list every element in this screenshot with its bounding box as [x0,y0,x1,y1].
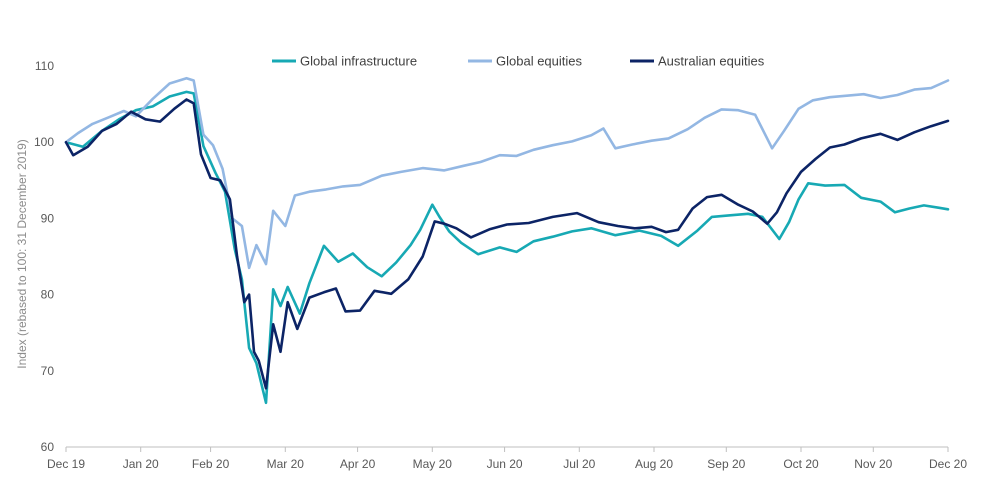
x-tick-label: Sep 20 [707,457,745,471]
series-line-global-equities [64,76,950,270]
y-tick-label: 90 [41,211,55,225]
x-tick-label: Nov 20 [854,457,892,471]
x-tick-labels: Dec 19 Jan 20 Feb 20 Mar 20 Apr 20 May 20 Jun … [47,457,967,471]
chart-axes [65,446,949,452]
x-tick-label: Feb 20 [192,457,230,471]
x-tick-label: Mar 20 [267,457,305,471]
y-tick-label: 110 [35,59,54,73]
y-axis-title: Index (rebased to 100: 31 December 2019) [15,139,29,368]
legend: Global infrastructure Global equities Aust… [272,54,765,69]
x-tick-label: Jun 20 [487,457,523,471]
x-tick-label: Jan 20 [123,457,159,471]
x-tick-label: Jul 20 [563,457,595,471]
y-tick-label: 60 [41,440,55,454]
series-lines [64,76,950,405]
legend-label-global-equities: Global equities [496,54,582,69]
y-tick-label: 100 [34,135,54,149]
series-line-australian-equities [64,98,950,390]
y-tick-label: 70 [41,364,55,378]
legend-label-australian-equities: Australian equities [658,54,765,69]
legend-label-global-infrastructure: Global infrastructure [300,54,417,69]
x-tick-label: Oct 20 [783,457,819,471]
y-tick-label: 80 [41,288,55,302]
x-tick-label: May 20 [413,457,453,471]
x-tick-label: Aug 20 [635,457,673,471]
y-tick-labels: 60 70 80 90 100 110 [34,59,54,454]
x-tick-label: Dec 20 [929,457,967,471]
x-tick-label: Apr 20 [340,457,376,471]
x-tick-label: Dec 19 [47,457,85,471]
